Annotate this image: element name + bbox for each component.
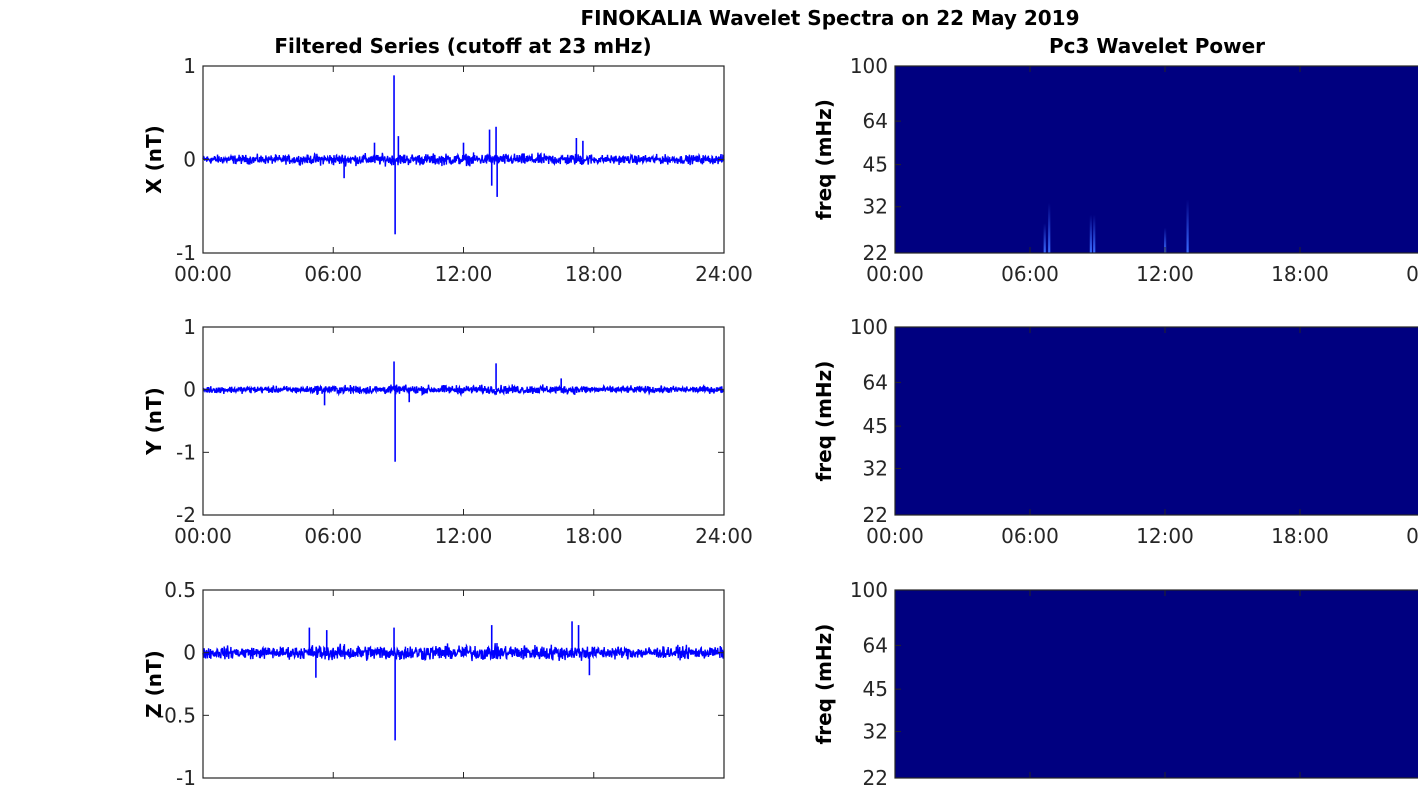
y-axis-label: X (nT) [142, 125, 166, 194]
y-axis-label: freq (mHz) [812, 361, 836, 482]
wavelet-panel-2: 22 32 45 64 100 00:00 06:00 12:00 18:00 00:00 freq… [812, 315, 1418, 548]
right-column-title: Pc3 Wavelet Power [1049, 34, 1265, 58]
y-axis-label: Z (nT) [142, 650, 166, 718]
series-trace [202, 643, 725, 662]
x-tick-label: 18:00 [565, 262, 623, 286]
y-tick-label: 1 [183, 315, 196, 339]
y-tick-label: 45 [863, 677, 888, 701]
y-tick-label: 45 [863, 414, 888, 438]
wavelet-panel-1: 22 32 45 64 100 00:00 06:00 12:00 18:00 00:00 freq… [812, 54, 1418, 286]
power-event-6 [1186, 199, 1189, 253]
y-tick-label: 22 [863, 503, 888, 527]
power-event-2 [1048, 202, 1051, 253]
x-tick-label: 12:00 [435, 524, 493, 548]
y-axis-label: freq (mHz) [812, 99, 836, 220]
x-tick-label: 00:00 [866, 262, 924, 286]
series-trace [202, 152, 725, 167]
power-event-1 [1043, 223, 1046, 253]
y-tick-label: 32 [863, 719, 888, 743]
x-tick-label: 06:00 [1001, 262, 1059, 286]
y-tick-label: 100 [850, 315, 888, 339]
series-panel-y: -2 -1 0 1 00:00 06:00 12:00 18:00 24:00 Y (nT) [142, 315, 753, 548]
series-panel-x: -1 0 1 00:00 06:00 12:00 18:00 24:00 X (nT) [142, 54, 753, 286]
x-tick-label: 24:00 [695, 524, 753, 548]
x-tick-label: 12:00 [1136, 262, 1194, 286]
x-tick-label: 00:00 [1406, 262, 1418, 286]
x-tick-label: 12:00 [435, 262, 493, 286]
y-tick-label: 32 [863, 456, 888, 480]
plot-area [203, 327, 724, 515]
y-tick-label: 64 [863, 109, 888, 133]
y-tick-label: 64 [863, 370, 888, 394]
x-tick-label: 12:00 [1136, 524, 1194, 548]
y-tick-label: 0 [183, 641, 196, 665]
x-tick-label: 00:00 [1406, 524, 1418, 548]
x-tick-label: 18:00 [565, 524, 623, 548]
y-tick-label: -1 [176, 440, 196, 464]
figure-title: FINOKALIA Wavelet Spectra on 22 May 2019 [580, 6, 1079, 30]
left-column-title: Filtered Series (cutoff at 23 mHz) [274, 34, 651, 58]
x-tick-label: 00:00 [174, 524, 232, 548]
y-tick-label: -1 [176, 766, 196, 788]
y-tick-label: 1 [183, 54, 196, 78]
y-tick-label: -2 [176, 503, 196, 527]
power-event-4 [1093, 214, 1096, 253]
plot-area [203, 590, 724, 778]
y-axis-label: freq (mHz) [812, 624, 836, 745]
y-tick-label: 22 [863, 766, 888, 788]
x-tick-label: 24:00 [695, 262, 753, 286]
x-tick-label: 18:00 [1271, 262, 1329, 286]
series-trace [202, 383, 725, 397]
y-axis-label: Y (nT) [142, 387, 166, 456]
y-tick-label: 45 [863, 153, 888, 177]
power-map [895, 66, 1418, 253]
y-tick-label: 22 [863, 241, 888, 265]
power-map [895, 327, 1418, 515]
y-tick-label: 100 [850, 54, 888, 78]
x-tick-label: 06:00 [304, 524, 362, 548]
x-tick-label: 18:00 [1271, 524, 1329, 548]
y-tick-label: 32 [863, 195, 888, 219]
power-event-3 [1089, 214, 1092, 253]
y-tick-label: 100 [850, 578, 888, 602]
power-event-5 [1164, 227, 1167, 253]
y-tick-label: -1 [176, 241, 196, 265]
series-panel-z: -1 -0.5 0 0.5 Z (nT) [142, 578, 725, 788]
power-map [895, 590, 1418, 778]
y-tick-label: 64 [863, 633, 888, 657]
wavelet-panel-3: 22 32 45 64 100 freq (mHz) [812, 578, 1418, 788]
y-tick-label: 0 [183, 378, 196, 402]
x-tick-label: 06:00 [304, 262, 362, 286]
y-tick-label: -0.5 [157, 703, 196, 727]
y-tick-label: 0.5 [164, 578, 196, 602]
y-tick-label: 0 [183, 148, 196, 172]
x-tick-label: 06:00 [1001, 524, 1059, 548]
x-tick-label: 00:00 [866, 524, 924, 548]
x-tick-label: 00:00 [174, 262, 232, 286]
